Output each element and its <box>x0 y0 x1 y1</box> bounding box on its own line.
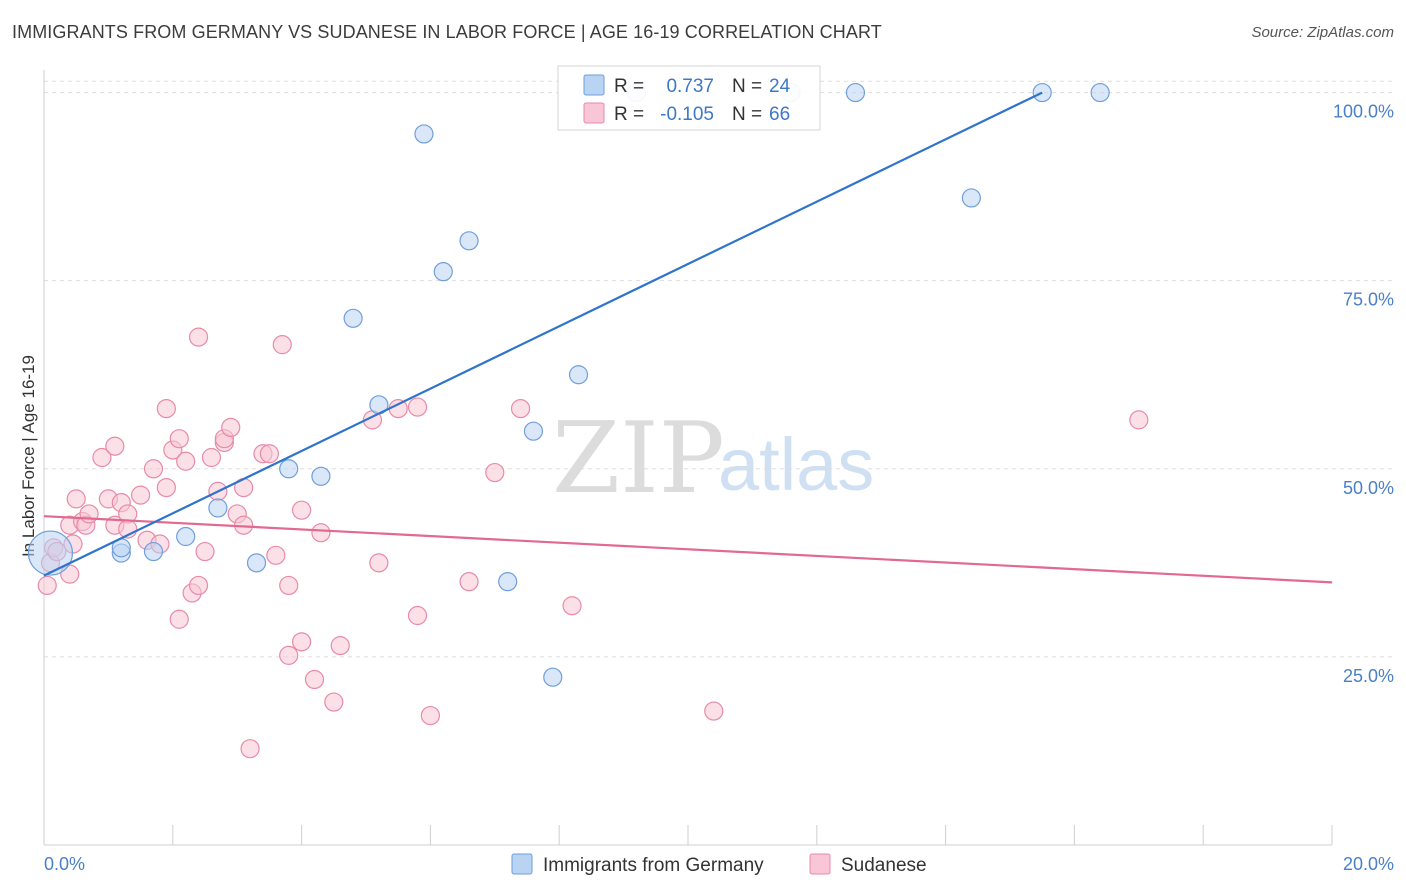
sudanese-point <box>279 645 299 665</box>
sudanese-point <box>156 477 176 498</box>
germany-point <box>845 82 866 103</box>
series-legend: Immigrants from Germany Sudanese <box>511 853 927 876</box>
sudanese-point <box>420 705 440 726</box>
sudanese-point <box>259 444 279 464</box>
sudanese-point <box>188 575 209 596</box>
legend-n-label-2: N = <box>732 104 762 125</box>
sudanese-point <box>510 398 531 419</box>
germany-trend-line <box>43 91 1043 577</box>
legend-n-value-2: 66 <box>769 104 790 125</box>
sudanese-point <box>292 500 312 520</box>
watermark-zip: ZIP <box>552 402 725 516</box>
germany-point <box>1090 82 1110 103</box>
chart-title: IMMIGRANTS FROM GERMANY VS SUDANESE IN L… <box>12 22 882 42</box>
legend-r-label-1: R = <box>614 76 644 97</box>
legend-r-value-2: -0.105 <box>660 104 714 125</box>
sudanese-point <box>369 553 389 573</box>
sudanese-point <box>407 397 428 417</box>
sudanese-point <box>143 459 164 479</box>
sudanese-point <box>37 575 57 596</box>
y-tick-label: 100.0% <box>1333 102 1394 122</box>
source-credit: Source: ZipAtlas.com <box>1251 24 1394 41</box>
watermark: ZIP atlas <box>552 402 874 516</box>
sudanese-point <box>266 545 286 565</box>
series-swatch-germany <box>511 853 533 875</box>
y-axis-label: In Labor Force | Age 16-19 <box>19 355 38 557</box>
sudanese-point <box>459 572 479 592</box>
sudanese-point <box>1129 410 1149 430</box>
y-tick-label: 25.0% <box>1343 666 1394 686</box>
sudanese-point <box>195 541 215 562</box>
series-label-sudanese: Sudanese <box>841 855 927 876</box>
germany-point <box>27 530 74 576</box>
sudanese-point <box>272 335 292 355</box>
germany-point <box>568 365 589 385</box>
sudanese-point <box>704 701 724 721</box>
germany-point <box>279 459 299 479</box>
y-tick-label: 75.0% <box>1343 290 1394 310</box>
germany-point <box>176 526 196 547</box>
watermark-atlas: atlas <box>718 423 874 506</box>
sudanese-trend-line <box>43 515 1333 584</box>
legend-n-label-1: N = <box>732 76 762 97</box>
sudanese-point <box>169 609 189 629</box>
sudanese-point <box>407 605 428 626</box>
sudanese-point <box>221 417 241 438</box>
germany-point <box>543 667 563 687</box>
germany-point <box>498 572 518 592</box>
legend-swatch-germany <box>583 74 605 96</box>
germany-point <box>459 231 479 251</box>
germany-point <box>311 466 331 486</box>
sudanese-point <box>304 669 325 690</box>
germany-point <box>343 308 363 328</box>
sudanese-point <box>292 632 312 652</box>
legend-n-value-1: 24 <box>769 76 791 97</box>
sudanese-point <box>131 485 151 505</box>
x-axis-ticks <box>43 825 1333 845</box>
germany-point <box>414 124 434 144</box>
legend-swatch-sudanese <box>583 102 605 124</box>
series-swatch-sudanese <box>809 853 831 875</box>
x-tick-label-max: 20.0% <box>1343 854 1394 874</box>
series-label-germany: Immigrants from Germany <box>543 855 764 876</box>
germany-point <box>143 541 164 562</box>
correlation-legend: R = 0.737 N = 24 R = -0.105 N = 66 <box>557 65 821 131</box>
germany-point <box>523 421 544 441</box>
sudanese-point <box>311 523 331 543</box>
y-tick-label: 50.0% <box>1343 478 1394 498</box>
sudanese-point <box>201 447 222 468</box>
germany-points <box>27 82 1110 687</box>
sudanese-point <box>485 462 505 483</box>
trend-lines <box>43 91 1333 584</box>
sudanese-point <box>176 451 196 471</box>
germany-point <box>246 553 267 573</box>
y-axis-tick-labels: 25.0% 50.0% 75.0% 100.0% <box>1333 102 1394 686</box>
sudanese-point <box>240 739 260 759</box>
sudanese-point <box>156 398 176 419</box>
sudanese-point <box>324 692 344 712</box>
germany-point <box>433 262 453 282</box>
legend-r-label-2: R = <box>614 104 644 125</box>
legend-r-value-1: 0.737 <box>666 76 714 97</box>
sudanese-point <box>92 447 112 468</box>
sudanese-point <box>66 489 86 509</box>
sudanese-point <box>169 429 189 449</box>
sudanese-point <box>330 636 350 656</box>
sudanese-point <box>105 436 125 456</box>
sudanese-point <box>279 575 299 596</box>
germany-point <box>961 188 981 208</box>
sudanese-point <box>562 596 582 616</box>
sudanese-point <box>79 504 99 524</box>
gridlines <box>44 80 1394 658</box>
x-tick-label-min: 0.0% <box>44 854 85 874</box>
germany-point <box>208 498 228 518</box>
sudanese-point <box>188 327 209 347</box>
sudanese-points <box>37 327 1149 759</box>
